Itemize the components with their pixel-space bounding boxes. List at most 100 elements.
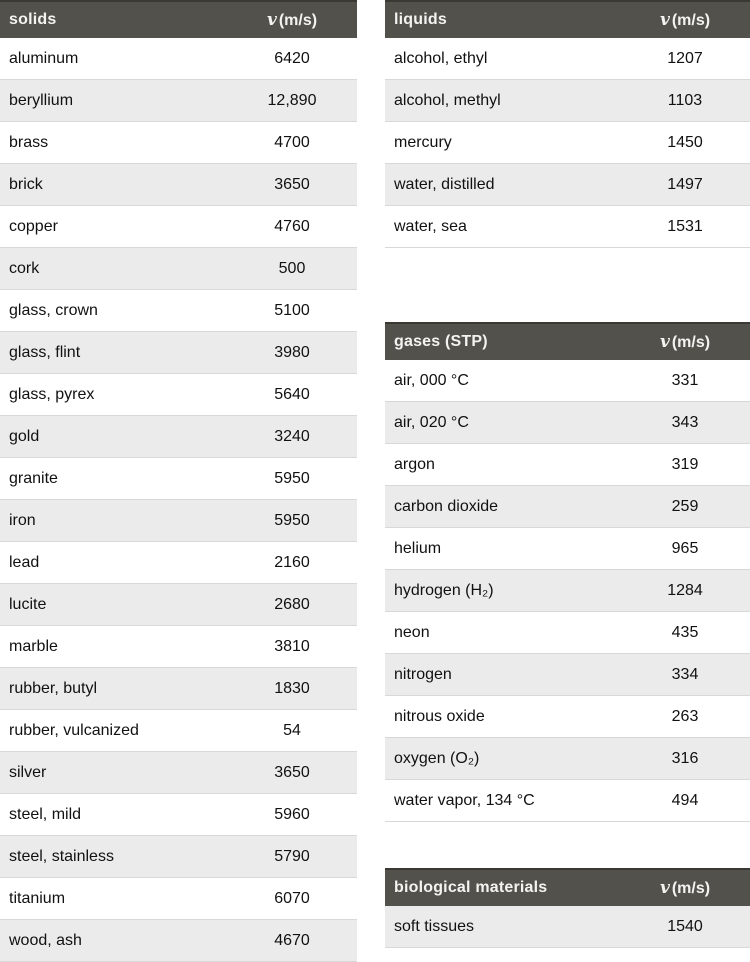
material-name: glass, flint [0, 331, 232, 374]
table-row: steel, mild 5960 [0, 793, 357, 836]
material-name: granite [0, 457, 232, 500]
gases-table-header: gases (STP) v (m/s) [385, 322, 750, 360]
speed-value: 5640 [232, 373, 357, 416]
velocity-column-header: v (m/s) [625, 868, 750, 906]
material-name: copper [0, 205, 232, 248]
table-row: mercury 1450 [385, 121, 750, 164]
speed-value: 435 [625, 611, 750, 654]
speed-value: 334 [625, 653, 750, 696]
material-name: lucite [0, 583, 232, 626]
table-row: glass, crown 5100 [0, 289, 357, 332]
speed-value: 1497 [625, 163, 750, 206]
table-row: argon 319 [385, 443, 750, 486]
biological-table-header: biological materials v (m/s) [385, 868, 750, 906]
table-row: glass, pyrex 5640 [0, 373, 357, 416]
material-name: marble [0, 625, 232, 668]
speed-value: 1103 [625, 79, 750, 122]
speed-value: 4760 [232, 205, 357, 248]
speed-value: 1540 [625, 906, 750, 948]
material-name: steel, stainless [0, 835, 232, 878]
table-row: cork 500 [0, 247, 357, 290]
material-name: water, sea [385, 205, 625, 248]
material-name: beryllium [0, 79, 232, 122]
velocity-unit: (m/s) [671, 334, 711, 351]
table-row: air, 020 °C 343 [385, 401, 750, 444]
left-column: solids v (m/s) aluminum 6420 beryllium 12… [0, 0, 357, 962]
material-name: nitrogen [385, 653, 625, 696]
biological-materials-table: biological materials v (m/s) soft tissues… [385, 868, 750, 948]
table-row: rubber, butyl 1830 [0, 667, 357, 710]
table-row: brick 3650 [0, 163, 357, 206]
material-name: aluminum [0, 38, 232, 80]
material-name: lead [0, 541, 232, 584]
velocity-column-header: v (m/s) [625, 322, 750, 360]
material-name: brick [0, 163, 232, 206]
table-row: water, distilled 1497 [385, 163, 750, 206]
material-name: rubber, butyl [0, 667, 232, 710]
table-row: alcohol, ethyl 1207 [385, 38, 750, 80]
material-name: carbon dioxide [385, 485, 625, 528]
speed-value: 965 [625, 527, 750, 570]
table-row: hydrogen (H₂) 1284 [385, 569, 750, 612]
gases-table: gases (STP) v (m/s) air, 000 °C 331 air, … [385, 322, 750, 822]
table-row: glass, flint 3980 [0, 331, 357, 374]
table-row: steel, stainless 5790 [0, 835, 357, 878]
velocity-unit: (m/s) [671, 12, 711, 29]
material-name: alcohol, methyl [385, 79, 625, 122]
material-name: cork [0, 247, 232, 290]
table-row: titanium 6070 [0, 877, 357, 920]
table-row: lucite 2680 [0, 583, 357, 626]
speed-value: 54 [232, 709, 357, 752]
table-row: rubber, vulcanized 54 [0, 709, 357, 752]
speed-value: 5950 [232, 499, 357, 542]
table-row: oxygen (O₂) 316 [385, 737, 750, 780]
material-name: argon [385, 443, 625, 486]
material-name: oxygen (O₂) [385, 737, 625, 780]
table-row: soft tissues 1540 [385, 906, 750, 948]
speed-value: 3650 [232, 163, 357, 206]
speed-value: 5100 [232, 289, 357, 332]
table-row: air, 000 °C 331 [385, 360, 750, 402]
material-name: air, 000 °C [385, 360, 625, 402]
solids-table-header: solids v (m/s) [0, 0, 357, 38]
velocity-column-header: v (m/s) [625, 0, 750, 38]
material-name: glass, pyrex [0, 373, 232, 416]
liquids-table: liquids v (m/s) alcohol, ethyl 1207 alcoh… [385, 0, 750, 248]
velocity-symbol: v [659, 332, 670, 352]
speed-value: 4700 [232, 121, 357, 164]
speed-value: 494 [625, 779, 750, 822]
velocity-symbol: v [659, 10, 670, 30]
solids-table-body: aluminum 6420 beryllium 12,890 brass 470… [0, 38, 357, 962]
table-row: marble 3810 [0, 625, 357, 668]
material-name: glass, crown [0, 289, 232, 332]
speed-value: 1531 [625, 205, 750, 248]
velocity-symbol: v [659, 878, 670, 898]
material-name: helium [385, 527, 625, 570]
material-name: neon [385, 611, 625, 654]
table-row: silver 3650 [0, 751, 357, 794]
right-column: liquids v (m/s) alcohol, ethyl 1207 alcoh… [385, 0, 750, 948]
biological-table-body: soft tissues 1540 [385, 906, 750, 948]
material-name: water, distilled [385, 163, 625, 206]
table-row: lead 2160 [0, 541, 357, 584]
material-name: titanium [0, 877, 232, 920]
table-row: granite 5950 [0, 457, 357, 500]
liquids-table-body: alcohol, ethyl 1207 alcohol, methyl 1103… [385, 38, 750, 248]
material-name: gold [0, 415, 232, 458]
speed-value: 6420 [232, 38, 357, 80]
material-name: nitrous oxide [385, 695, 625, 738]
speed-value: 3980 [232, 331, 357, 374]
material-name: mercury [385, 121, 625, 164]
table-row: helium 965 [385, 527, 750, 570]
table-row: copper 4760 [0, 205, 357, 248]
table-row: iron 5950 [0, 499, 357, 542]
speed-value: 2160 [232, 541, 357, 584]
material-name: air, 020 °C [385, 401, 625, 444]
speed-value: 3240 [232, 415, 357, 458]
speed-value: 1830 [232, 667, 357, 710]
speed-value: 1284 [625, 569, 750, 612]
speed-value: 3650 [232, 751, 357, 794]
speed-value: 3810 [232, 625, 357, 668]
speed-value: 6070 [232, 877, 357, 920]
